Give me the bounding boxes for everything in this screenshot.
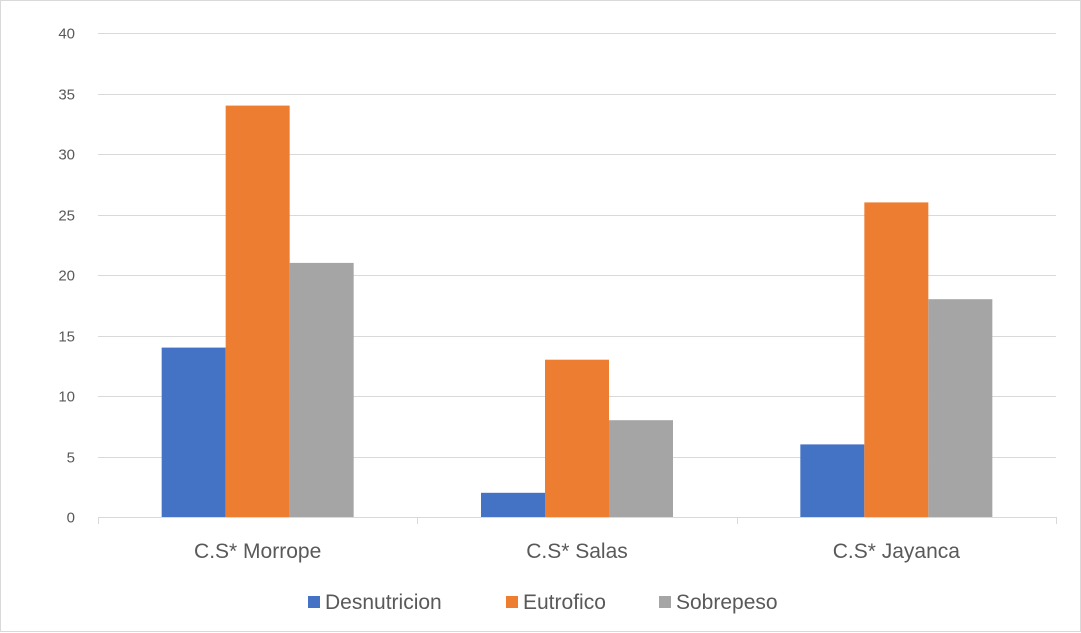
legend-swatch-sobrepeso	[659, 596, 671, 608]
bars	[161, 105, 993, 517]
bar-desnutricion-3	[800, 444, 865, 517]
y-tick-label: 0	[67, 510, 75, 527]
y-tick-label: 25	[58, 208, 75, 225]
legend-swatch-eutrofico	[506, 596, 518, 608]
bar-desnutricion-2	[481, 492, 545, 517]
y-tick-label: 15	[58, 329, 75, 346]
x-axis-labels: C.S* Morrope C.S* Salas C.S* Jayanca	[194, 540, 960, 563]
category-label: C.S* Jayanca	[833, 540, 961, 563]
bar-eutrofico-1	[225, 105, 290, 517]
category-label: C.S* Salas	[526, 540, 628, 563]
y-tick-label: 20	[58, 268, 75, 285]
bar-desnutricion-1	[161, 347, 226, 517]
legend-label-eutrofico: Eutrofico	[523, 591, 606, 614]
x-axis	[98, 517, 1057, 524]
legend-label-desnutricion: Desnutricion	[325, 591, 442, 614]
bar-sobrepeso-1	[289, 262, 354, 517]
bar-eutrofico-2	[545, 359, 609, 517]
bar-sobrepeso-3	[928, 299, 993, 517]
bar-eutrofico-3	[864, 202, 929, 517]
y-tick-label: 5	[67, 450, 75, 467]
legend-label-sobrepeso: Sobrepeso	[676, 591, 778, 614]
y-tick-label: 40	[58, 26, 75, 43]
legend: Desnutricion Eutrofico Sobrepeso	[308, 591, 778, 614]
bar-sobrepeso-2	[609, 420, 673, 517]
category-label: C.S* Morrope	[194, 540, 321, 563]
y-tick-label: 30	[58, 147, 75, 164]
y-tick-label: 10	[58, 389, 75, 406]
y-axis-ticks: 0 5 10 15 20 25 30 35 40	[58, 26, 75, 527]
legend-swatch-desnutricion	[308, 596, 320, 608]
y-tick-label: 35	[58, 87, 75, 104]
